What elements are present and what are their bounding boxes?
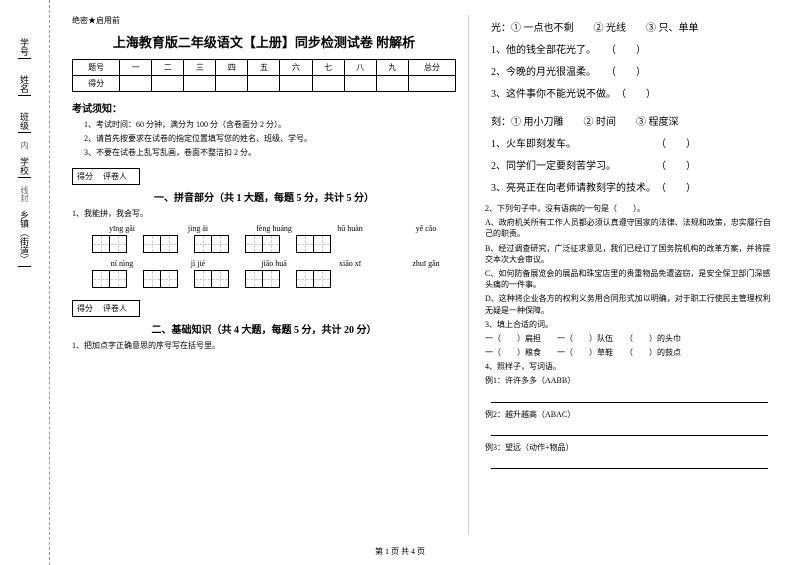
score-header: 二 bbox=[152, 60, 184, 76]
score-label: 得分 bbox=[77, 172, 93, 181]
binding-dash-label: 线 bbox=[19, 186, 30, 194]
content-area: 绝密★启用前 上海教育版二年级语文【上册】同步检测试卷 附解析 题号 一 二 三… bbox=[50, 0, 800, 565]
char-grid bbox=[143, 235, 178, 253]
question-text: 1、我能拼，我会写。 bbox=[72, 208, 456, 220]
notice-item: 1、考试时间：60 分钟，满分为 100 分（含卷面分 2 分）。 bbox=[84, 119, 456, 130]
binding-dash-label: 封 bbox=[19, 194, 30, 202]
section-score-box: 得分 评卷人 bbox=[72, 300, 140, 317]
char-grid bbox=[194, 235, 229, 253]
pinyin-row: ní nìng jì jié jiāo huā xiāo xī zhuī gǎn bbox=[92, 259, 456, 268]
pinyin-label: zhuī gǎn bbox=[396, 259, 456, 268]
question-text: 2、下列句子中，没有语病的一句是（ ）。 bbox=[485, 203, 778, 214]
pinyin-label: jìng ài bbox=[168, 224, 228, 233]
binding-dash-label: 内 bbox=[19, 141, 30, 149]
char-grid bbox=[143, 270, 178, 288]
question-item: 3、亮亮正在向老师请教刻字的技术。 （ ） bbox=[491, 181, 778, 197]
char-grid bbox=[296, 270, 331, 288]
score-header: 八 bbox=[344, 60, 376, 76]
question-item: 1、火车即刻发车。 （ ） bbox=[491, 137, 778, 153]
pinyin-label: yīng gāi bbox=[92, 224, 152, 233]
pinyin-label: hū huàn bbox=[320, 224, 380, 233]
pinyin-label: yě cǎo bbox=[396, 224, 456, 233]
char-grid bbox=[245, 270, 280, 288]
pinyin-label: jì jié bbox=[168, 259, 228, 268]
score-header: 四 bbox=[216, 60, 248, 76]
score-header: 一 bbox=[120, 60, 152, 76]
question-item: 2、同学们一定要刻苦学习。 （ ） bbox=[491, 159, 778, 175]
score-header: 九 bbox=[376, 60, 408, 76]
pinyin-label: xiāo xī bbox=[320, 259, 380, 268]
char-grid bbox=[194, 270, 229, 288]
pinyin-row: yīng gāi jìng ài fèng huáng hū huàn yě c… bbox=[92, 224, 456, 233]
section2-title: 二、基础知识（共 4 大题，每题 5 分，共计 20 分） bbox=[72, 321, 456, 336]
page-footer: 第 1 页 共 4 页 bbox=[0, 546, 800, 557]
example-text: 例1：许许多多（AABB） bbox=[485, 375, 778, 386]
char-grid bbox=[92, 270, 127, 288]
score-header: 五 bbox=[248, 60, 280, 76]
binding-field-xingming: 姓名 bbox=[18, 75, 31, 96]
score-header: 题号 bbox=[73, 60, 120, 76]
grader-label: 评卷人 bbox=[103, 304, 127, 313]
fill-blank-line: 一（ ）粮食 一（ ）草鞋 （ ）的鼓点 bbox=[485, 347, 778, 358]
section-score-box: 得分 评卷人 bbox=[72, 168, 140, 185]
option-item: A、政府机关所有工作人员都必须认真遵守国家的法律、法规和政策，忠实履行自己的职责… bbox=[485, 217, 778, 239]
answer-blank bbox=[491, 393, 768, 403]
score-header: 七 bbox=[312, 60, 344, 76]
notice-title: 考试须知： bbox=[72, 100, 456, 115]
answer-blank bbox=[491, 426, 768, 436]
binding-field-xuexiao: 学校 bbox=[18, 157, 31, 178]
question-item: 1、他的钱全部花光了。 （ ） bbox=[491, 43, 778, 59]
section1-title: 一、拼音部分（共 1 大题，每题 5 分，共计 5 分） bbox=[72, 189, 456, 204]
score-row-label: 得分 bbox=[73, 76, 120, 92]
question-text: 3、填上合适的词。 bbox=[485, 319, 778, 330]
option-item: D、这种将企业各方的权利义务用合同形式加以明确，对于职工行使民主管理权利无疑是一… bbox=[485, 293, 778, 315]
pinyin-label: ní nìng bbox=[92, 259, 152, 268]
example-text: 例2：越升越高（ABAC） bbox=[485, 409, 778, 420]
left-column: 绝密★启用前 上海教育版二年级语文【上册】同步检测试卷 附解析 题号 一 二 三… bbox=[60, 15, 469, 535]
pinyin-label: jiāo huā bbox=[244, 259, 304, 268]
char-grid bbox=[92, 235, 127, 253]
table-row: 题号 一 二 三 四 五 六 七 八 九 总分 bbox=[73, 60, 456, 76]
char-grid bbox=[296, 235, 331, 253]
question-item: 2、今晚的月光很温柔。 （ ） bbox=[491, 65, 778, 81]
score-header: 三 bbox=[184, 60, 216, 76]
binding-field-xuehao: 学号 bbox=[18, 38, 31, 59]
answer-blank bbox=[491, 459, 768, 469]
option-item: B、经过调查研究，广泛征求意见，我们已经订了国务院机构的改革方案，并将提交本次大… bbox=[485, 243, 778, 265]
char-grid-row bbox=[92, 270, 456, 288]
binding-field-banji: 班级 bbox=[18, 112, 31, 133]
definition-header: 光：① 一点也不剩 ② 光线 ③ 只、单单 bbox=[491, 21, 778, 37]
score-label: 得分 bbox=[77, 304, 93, 313]
score-header: 总分 bbox=[408, 60, 455, 76]
grader-label: 评卷人 bbox=[103, 172, 127, 181]
fill-blank-line: 一（ ）扁担 一（ ）队伍 （ ）的头巾 bbox=[485, 333, 778, 344]
example-text: 例3：望远（动作+物品） bbox=[485, 442, 778, 453]
notice-item: 2、请首先按要求在试卷的指定位置填写您的姓名、班级、学号。 bbox=[84, 133, 456, 144]
binding-margin: 学号 姓名 班级 内 学校 线 封 乡镇（街道） bbox=[0, 0, 50, 565]
table-row: 得分 bbox=[73, 76, 456, 92]
score-header: 六 bbox=[280, 60, 312, 76]
char-grid bbox=[245, 235, 280, 253]
pinyin-label: fèng huáng bbox=[244, 224, 304, 233]
binding-field-xiangzhen: 乡镇（街道） bbox=[18, 210, 31, 267]
notice-item: 3、不要在试卷上乱写乱画，卷面不整洁扣 2 分。 bbox=[84, 147, 456, 158]
question-text: 1、把加点字正确意思的序号写在括号里。 bbox=[72, 340, 456, 352]
exam-title: 上海教育版二年级语文【上册】同步检测试卷 附解析 bbox=[72, 32, 456, 51]
right-column: 光：① 一点也不剩 ② 光线 ③ 只、单单 1、他的钱全部花光了。 （ ） 2、… bbox=[469, 15, 790, 535]
question-text: 4、照样子，写词语。 bbox=[485, 361, 778, 372]
question-item: 3、这件事你不能光说不做。 （ ） bbox=[491, 87, 778, 103]
definition-header: 刻：① 用小刀雕 ② 时间 ③ 程度深 bbox=[491, 115, 778, 131]
char-grid-row bbox=[92, 235, 456, 253]
option-item: C、如何防备展览会的展品和珠宝店里的贵重物品免遭盗窃，是安全保卫部门深感头痛的一… bbox=[485, 268, 778, 290]
score-table: 题号 一 二 三 四 五 六 七 八 九 总分 得分 bbox=[72, 59, 456, 92]
secret-label: 绝密★启用前 bbox=[72, 15, 456, 26]
